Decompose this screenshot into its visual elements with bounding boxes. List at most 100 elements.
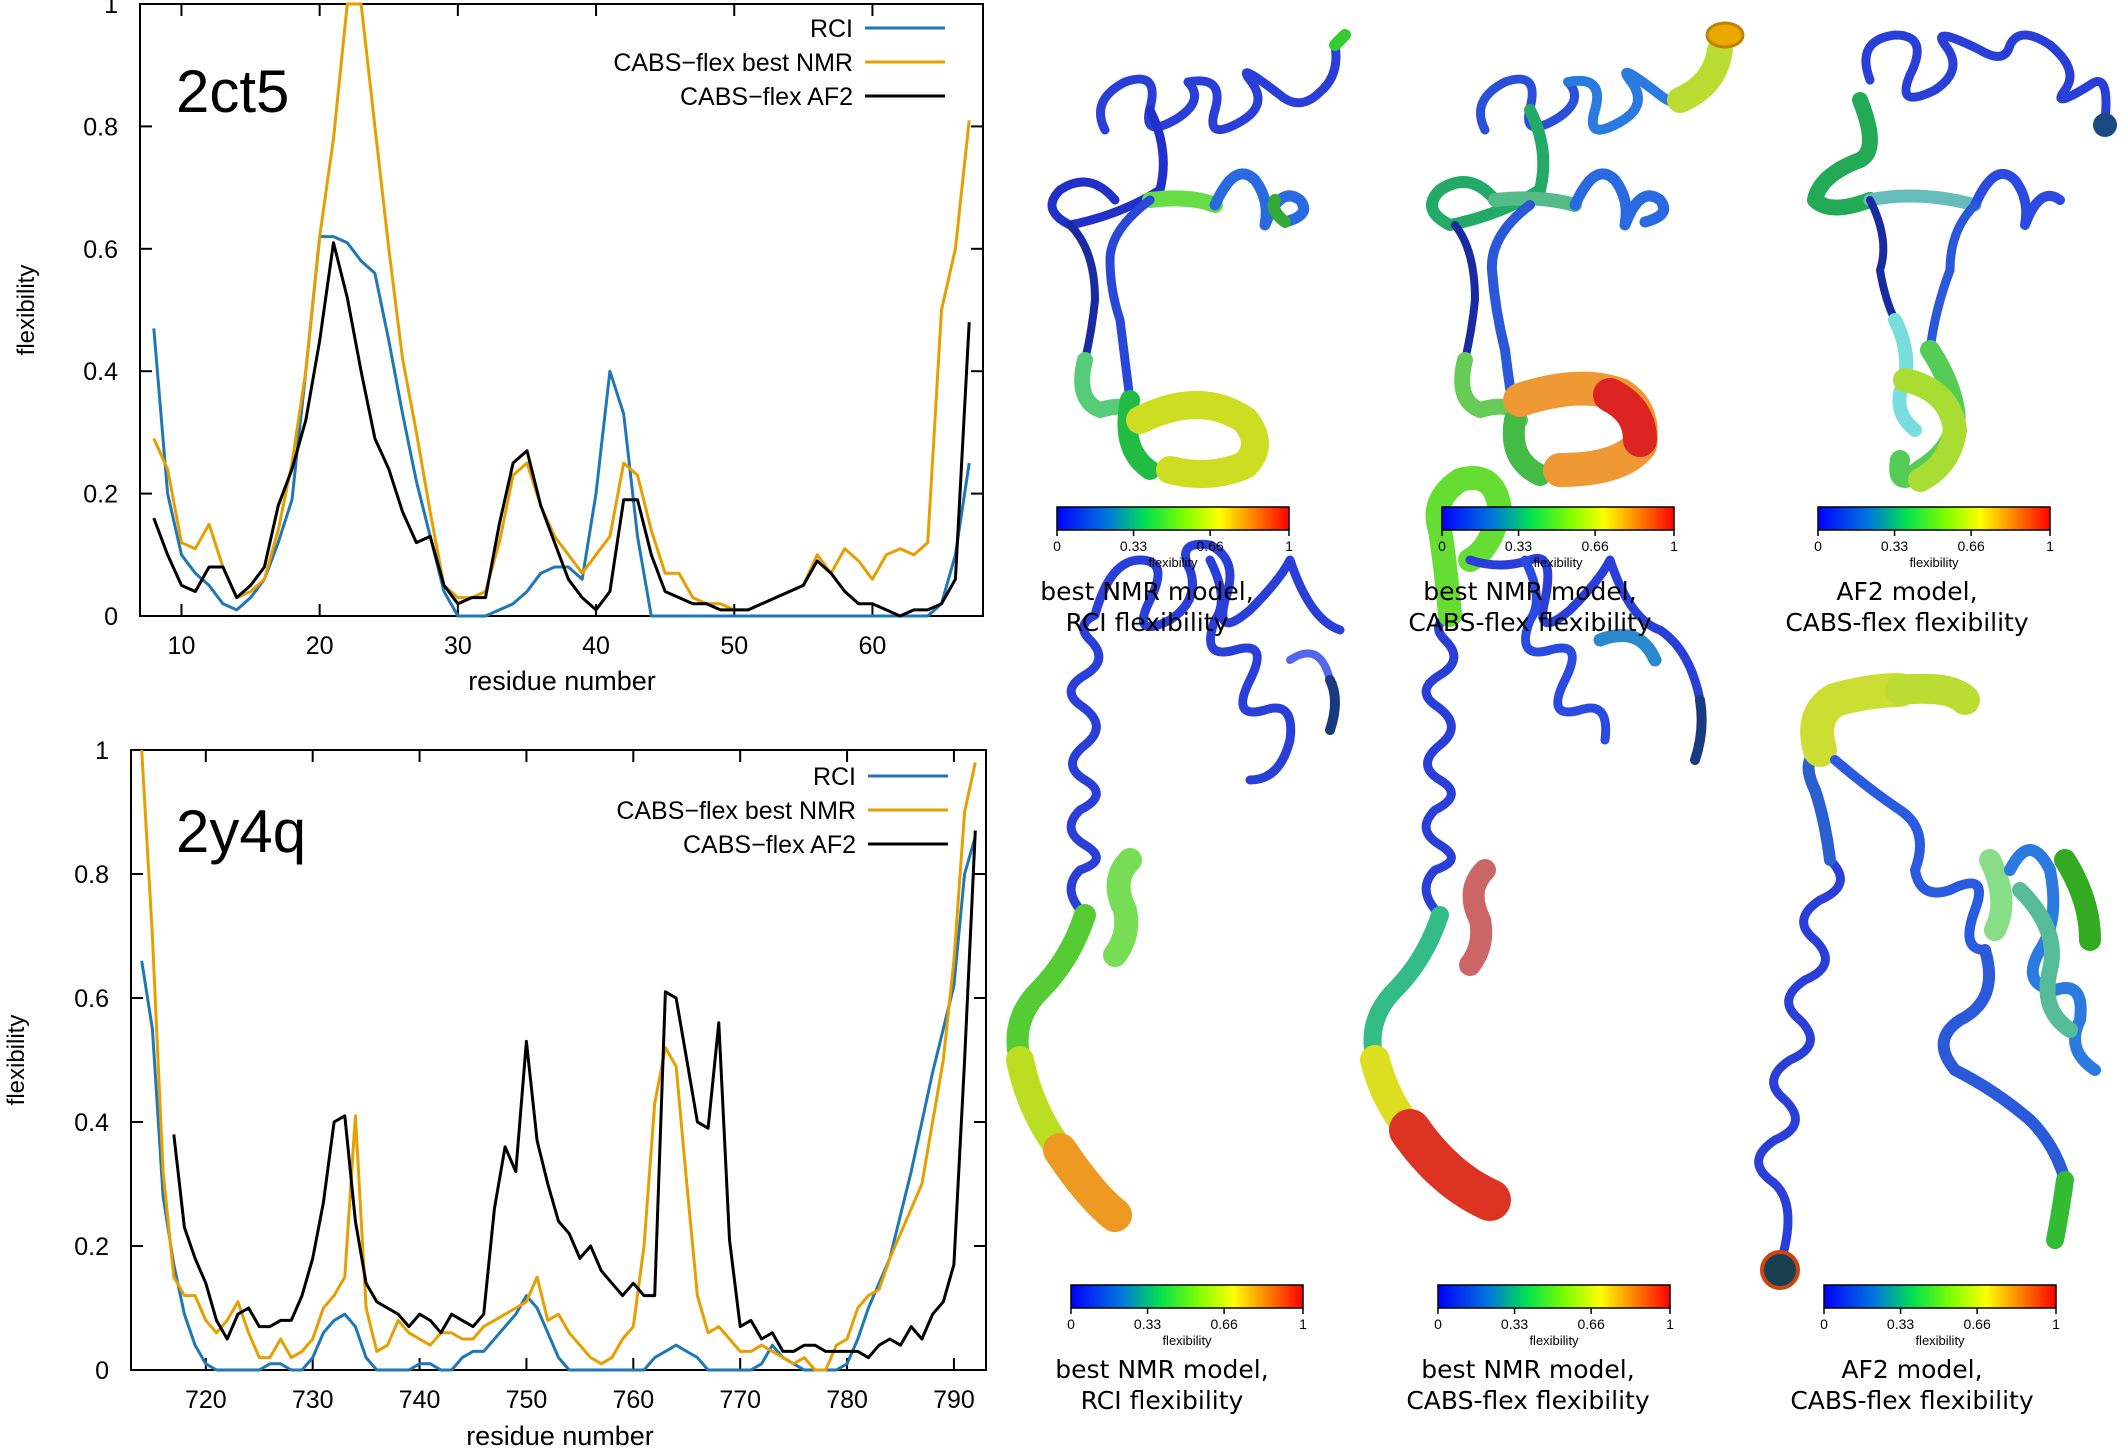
x-tick-label: 30 bbox=[444, 632, 472, 660]
caption-line-2: RCI flexibility bbox=[1066, 608, 1229, 637]
colorbar-tick-label: 0 bbox=[1814, 538, 1822, 554]
x-tick-label: 740 bbox=[399, 1386, 441, 1414]
x-tick-label: 720 bbox=[185, 1386, 227, 1414]
series-group bbox=[152, 2, 971, 618]
legend-label: CABS−flex best NMR bbox=[613, 49, 853, 77]
structure-2y4q-nmr-rci bbox=[1006, 539, 1345, 1232]
x-tick-label: 10 bbox=[168, 632, 196, 660]
panel-label: 2ct5 bbox=[176, 58, 289, 125]
structure-2ct5-nmr-cabs bbox=[1426, 21, 1745, 487]
colorbar-tick-label: 1 bbox=[1285, 538, 1293, 554]
structure-2ct5-nmr-rci bbox=[1047, 29, 1351, 488]
x-tick-label: 770 bbox=[719, 1386, 761, 1414]
colorbar-tick-label: 0.33 bbox=[1887, 1316, 1914, 1332]
x-tick-label: 780 bbox=[826, 1386, 868, 1414]
colorbar-label: flexibility bbox=[1909, 555, 1959, 570]
y-tick-label: 0.8 bbox=[83, 113, 118, 141]
colorbar-label: flexibility bbox=[1915, 1333, 1965, 1348]
colorbar-panel: 0 0.33 0.66 1 flexibility AF2 model,CABS-flex… bbox=[1790, 1284, 2060, 1415]
colorbar-label: flexibility bbox=[1148, 555, 1198, 570]
structure-2y4q-nmr-cabs bbox=[1360, 466, 1707, 1221]
colorbar-panel: 0 0.33 0.66 1 flexibility best NMR model,CABS… bbox=[1408, 506, 1678, 637]
x-tick-label: 790 bbox=[933, 1386, 975, 1414]
legend-label: CABS−flex AF2 bbox=[683, 831, 856, 859]
y-tick-label: 0.4 bbox=[83, 358, 118, 386]
panel-label: 2y4q bbox=[176, 798, 306, 865]
series-line-2 bbox=[172, 830, 977, 1360]
structure-2y4q-af2-cabs bbox=[1754, 673, 2101, 1290]
series-line-1 bbox=[140, 749, 977, 1372]
colorbar-panel: 0 0.33 0.66 1 flexibility best NMR model,RCI … bbox=[1055, 1284, 1307, 1415]
x-tick-label: 750 bbox=[506, 1386, 548, 1414]
colorbar-label: flexibility bbox=[1533, 555, 1583, 570]
colorbar-tick-label: 1 bbox=[2052, 1316, 2060, 1332]
x-tick-label: 20 bbox=[306, 632, 334, 660]
colorbar-panel: 0 0.33 0.66 1 flexibility AF2 model,CABS-flex… bbox=[1785, 506, 2054, 637]
series-line-2 bbox=[152, 241, 971, 618]
x-axis-label: residue number bbox=[468, 666, 656, 696]
x-tick-label: 50 bbox=[720, 632, 748, 660]
colorbar-tick-label: 1 bbox=[2046, 538, 2054, 554]
y-axis-ticks: 0 0.2 0.4 0.6 0.8 1 bbox=[83, 0, 983, 631]
x-tick-label: 40 bbox=[582, 632, 610, 660]
x-tick-label: 730 bbox=[292, 1386, 334, 1414]
series-line-0 bbox=[140, 836, 977, 1372]
legend-label: RCI bbox=[810, 15, 853, 43]
colorbar bbox=[1823, 1284, 2057, 1309]
colorbar-tick-label: 0 bbox=[1434, 1316, 1442, 1332]
caption-line-2: CABS-flex flexibility bbox=[1790, 1386, 2034, 1415]
colorbar-label: flexibility bbox=[1529, 1333, 1579, 1348]
colorbar-panel: 0 0.33 0.66 1 flexibility best NMR model,CABS… bbox=[1406, 1284, 1674, 1415]
y-axis-label: flexibility bbox=[3, 1015, 30, 1106]
series-line-0 bbox=[152, 235, 971, 618]
colorbar-tick-label: 0.33 bbox=[1134, 1316, 1161, 1332]
colorbar bbox=[1441, 506, 1675, 531]
y-tick-label: 0.6 bbox=[83, 236, 118, 264]
legend: RCI CABS−flex best NMR CABS−flex AF2 bbox=[616, 763, 948, 859]
series-group bbox=[140, 749, 977, 1372]
structure-panels bbox=[1006, 21, 2117, 1290]
colorbar bbox=[1817, 506, 2051, 531]
colorbar-tick-label: 1 bbox=[1666, 1316, 1674, 1332]
colorbar-label: flexibility bbox=[1162, 1333, 1212, 1348]
caption-line-1: best NMR model, bbox=[1421, 1355, 1634, 1384]
colorbar-tick-label: 0 bbox=[1053, 538, 1061, 554]
y-axis-label: flexibility bbox=[13, 265, 40, 356]
caption-line-1: AF2 model, bbox=[1841, 1355, 1982, 1384]
caption-line-1: AF2 model, bbox=[1836, 577, 1977, 606]
x-axis-ticks: 720 730 740 750 760 770 780 790 bbox=[185, 750, 975, 1414]
caption-line-2: CABS-flex flexibility bbox=[1406, 1386, 1650, 1415]
y-tick-label: 0.4 bbox=[74, 1109, 109, 1137]
caption-line-2: RCI flexibility bbox=[1081, 1386, 1244, 1415]
colorbar-tick-label: 0.33 bbox=[1881, 538, 1908, 554]
chart-2ct5: 0 0.2 0.4 0.6 0.8 1 10 20 30 40 50 60 2ct5 flexibi… bbox=[13, 0, 984, 696]
legend-label: RCI bbox=[813, 763, 856, 791]
plot-frame bbox=[130, 749, 987, 1371]
y-tick-label: 1 bbox=[95, 737, 109, 765]
colorbar-tick-label: 0.66 bbox=[1210, 1316, 1237, 1332]
y-tick-label: 0 bbox=[95, 1357, 109, 1385]
caption-line-1: best NMR model, bbox=[1055, 1355, 1268, 1384]
colorbar-tick-label: 0 bbox=[1820, 1316, 1828, 1332]
colorbar-tick-label: 0.33 bbox=[1501, 1316, 1528, 1332]
colorbar-tick-label: 0.66 bbox=[1963, 1316, 1990, 1332]
y-tick-label: 0.2 bbox=[74, 1233, 109, 1261]
colorbar-tick-label: 1 bbox=[1299, 1316, 1307, 1332]
x-tick-label: 760 bbox=[612, 1386, 654, 1414]
colorbar-tick-label: 0.33 bbox=[1120, 538, 1147, 554]
colorbar-tick-label: 0.66 bbox=[1196, 538, 1223, 554]
y-tick-label: 0 bbox=[104, 603, 118, 631]
legend-label: CABS−flex AF2 bbox=[680, 83, 853, 111]
colorbar bbox=[1056, 506, 1290, 531]
y-tick-label: 0.2 bbox=[83, 481, 118, 509]
caption-line-1: best NMR model, bbox=[1040, 577, 1253, 606]
colorbar-tick-label: 1 bbox=[1670, 538, 1678, 554]
colorbar-tick-label: 0 bbox=[1067, 1316, 1075, 1332]
caption-line-2: CABS-flex flexibility bbox=[1785, 608, 2029, 637]
x-axis-label: residue number bbox=[466, 1421, 654, 1450]
y-tick-label: 1 bbox=[104, 0, 118, 19]
legend: RCI CABS−flex best NMR CABS−flex AF2 bbox=[613, 15, 945, 111]
plot-frame bbox=[139, 3, 984, 617]
